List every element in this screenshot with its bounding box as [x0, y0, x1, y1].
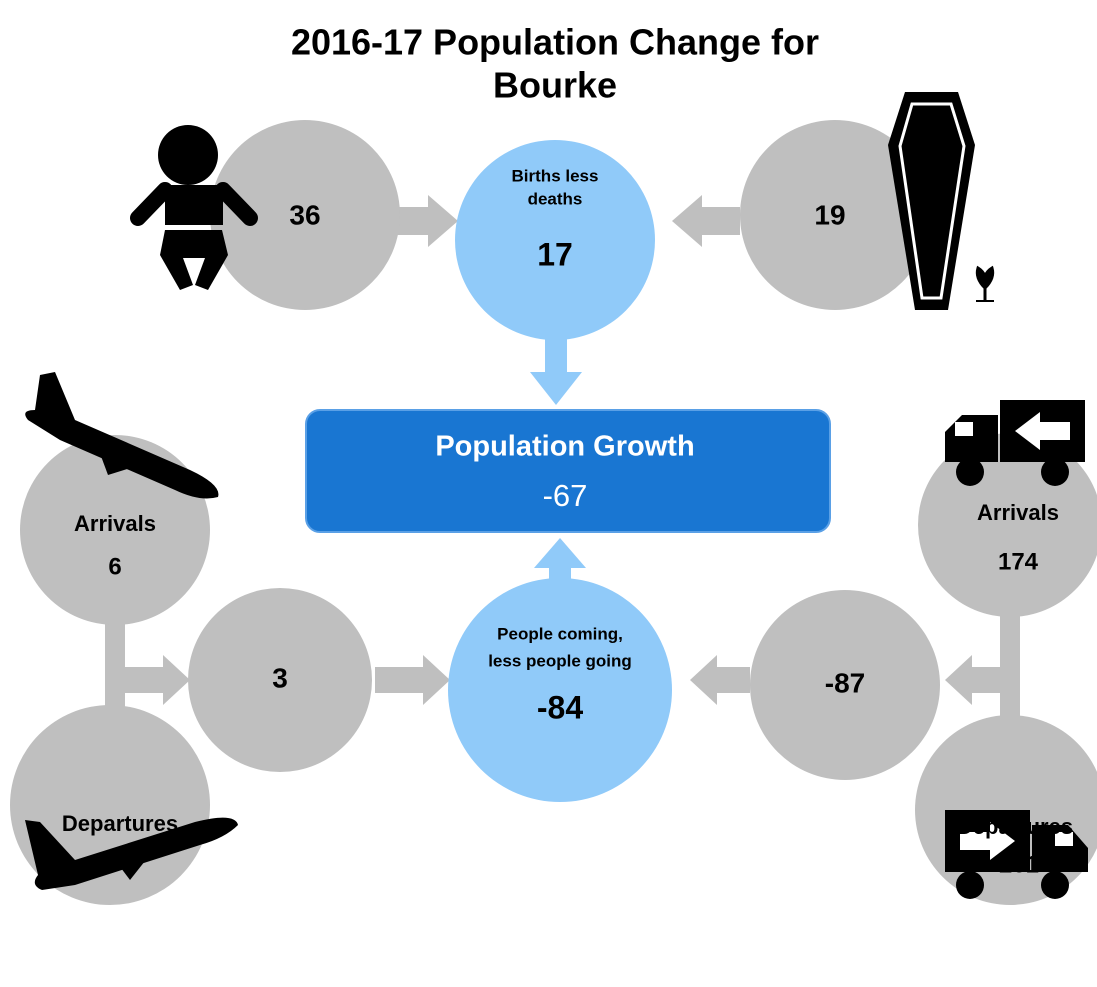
overseas-departures-value: -3	[109, 847, 130, 874]
overseas-net: 3	[272, 662, 288, 693]
plane-arrival-icon	[25, 372, 219, 499]
migration-label: less people going	[488, 651, 632, 670]
domestic-net-circle	[750, 590, 940, 780]
domestic-arrivals-value: 174	[998, 548, 1039, 575]
overseas-arrivals-label: Arrivals	[74, 511, 156, 536]
natural-label: Births less	[512, 166, 599, 185]
truck-arrival-icon	[945, 400, 1085, 486]
domestic-arrivals-label: Arrivals	[977, 500, 1059, 525]
deaths-circle	[740, 120, 930, 310]
domestic-net: -87	[825, 667, 865, 698]
title: Bourke	[493, 65, 617, 106]
births-circle	[210, 120, 400, 310]
deaths-value: 19	[814, 199, 845, 230]
migration-circle	[448, 578, 672, 802]
domestic-departures-value: -261	[991, 851, 1039, 878]
births-value: 36	[289, 199, 320, 230]
connectors	[105, 195, 1020, 790]
coffin-icon	[888, 92, 995, 310]
overseas-departures-label: Departures	[62, 811, 178, 836]
overseas-arrivals-value: 6	[108, 553, 121, 580]
growth-value: -67	[543, 478, 588, 513]
natural-value: 17	[537, 236, 573, 272]
natural-circle	[455, 140, 655, 340]
growth-box	[305, 409, 831, 533]
natural-label: deaths	[528, 189, 583, 208]
title: 2016-17 Population Change for	[291, 22, 819, 63]
truck-departure-icon	[945, 810, 1088, 899]
plane-departure-icon	[25, 817, 238, 890]
growth-label: Population Growth	[435, 431, 694, 463]
migration-label: People coming,	[497, 624, 623, 643]
migration-value: -84	[537, 689, 583, 725]
domestic-departures-label: Departures	[957, 814, 1073, 839]
overseas-net-circle	[188, 588, 372, 772]
baby-icon	[130, 125, 258, 290]
